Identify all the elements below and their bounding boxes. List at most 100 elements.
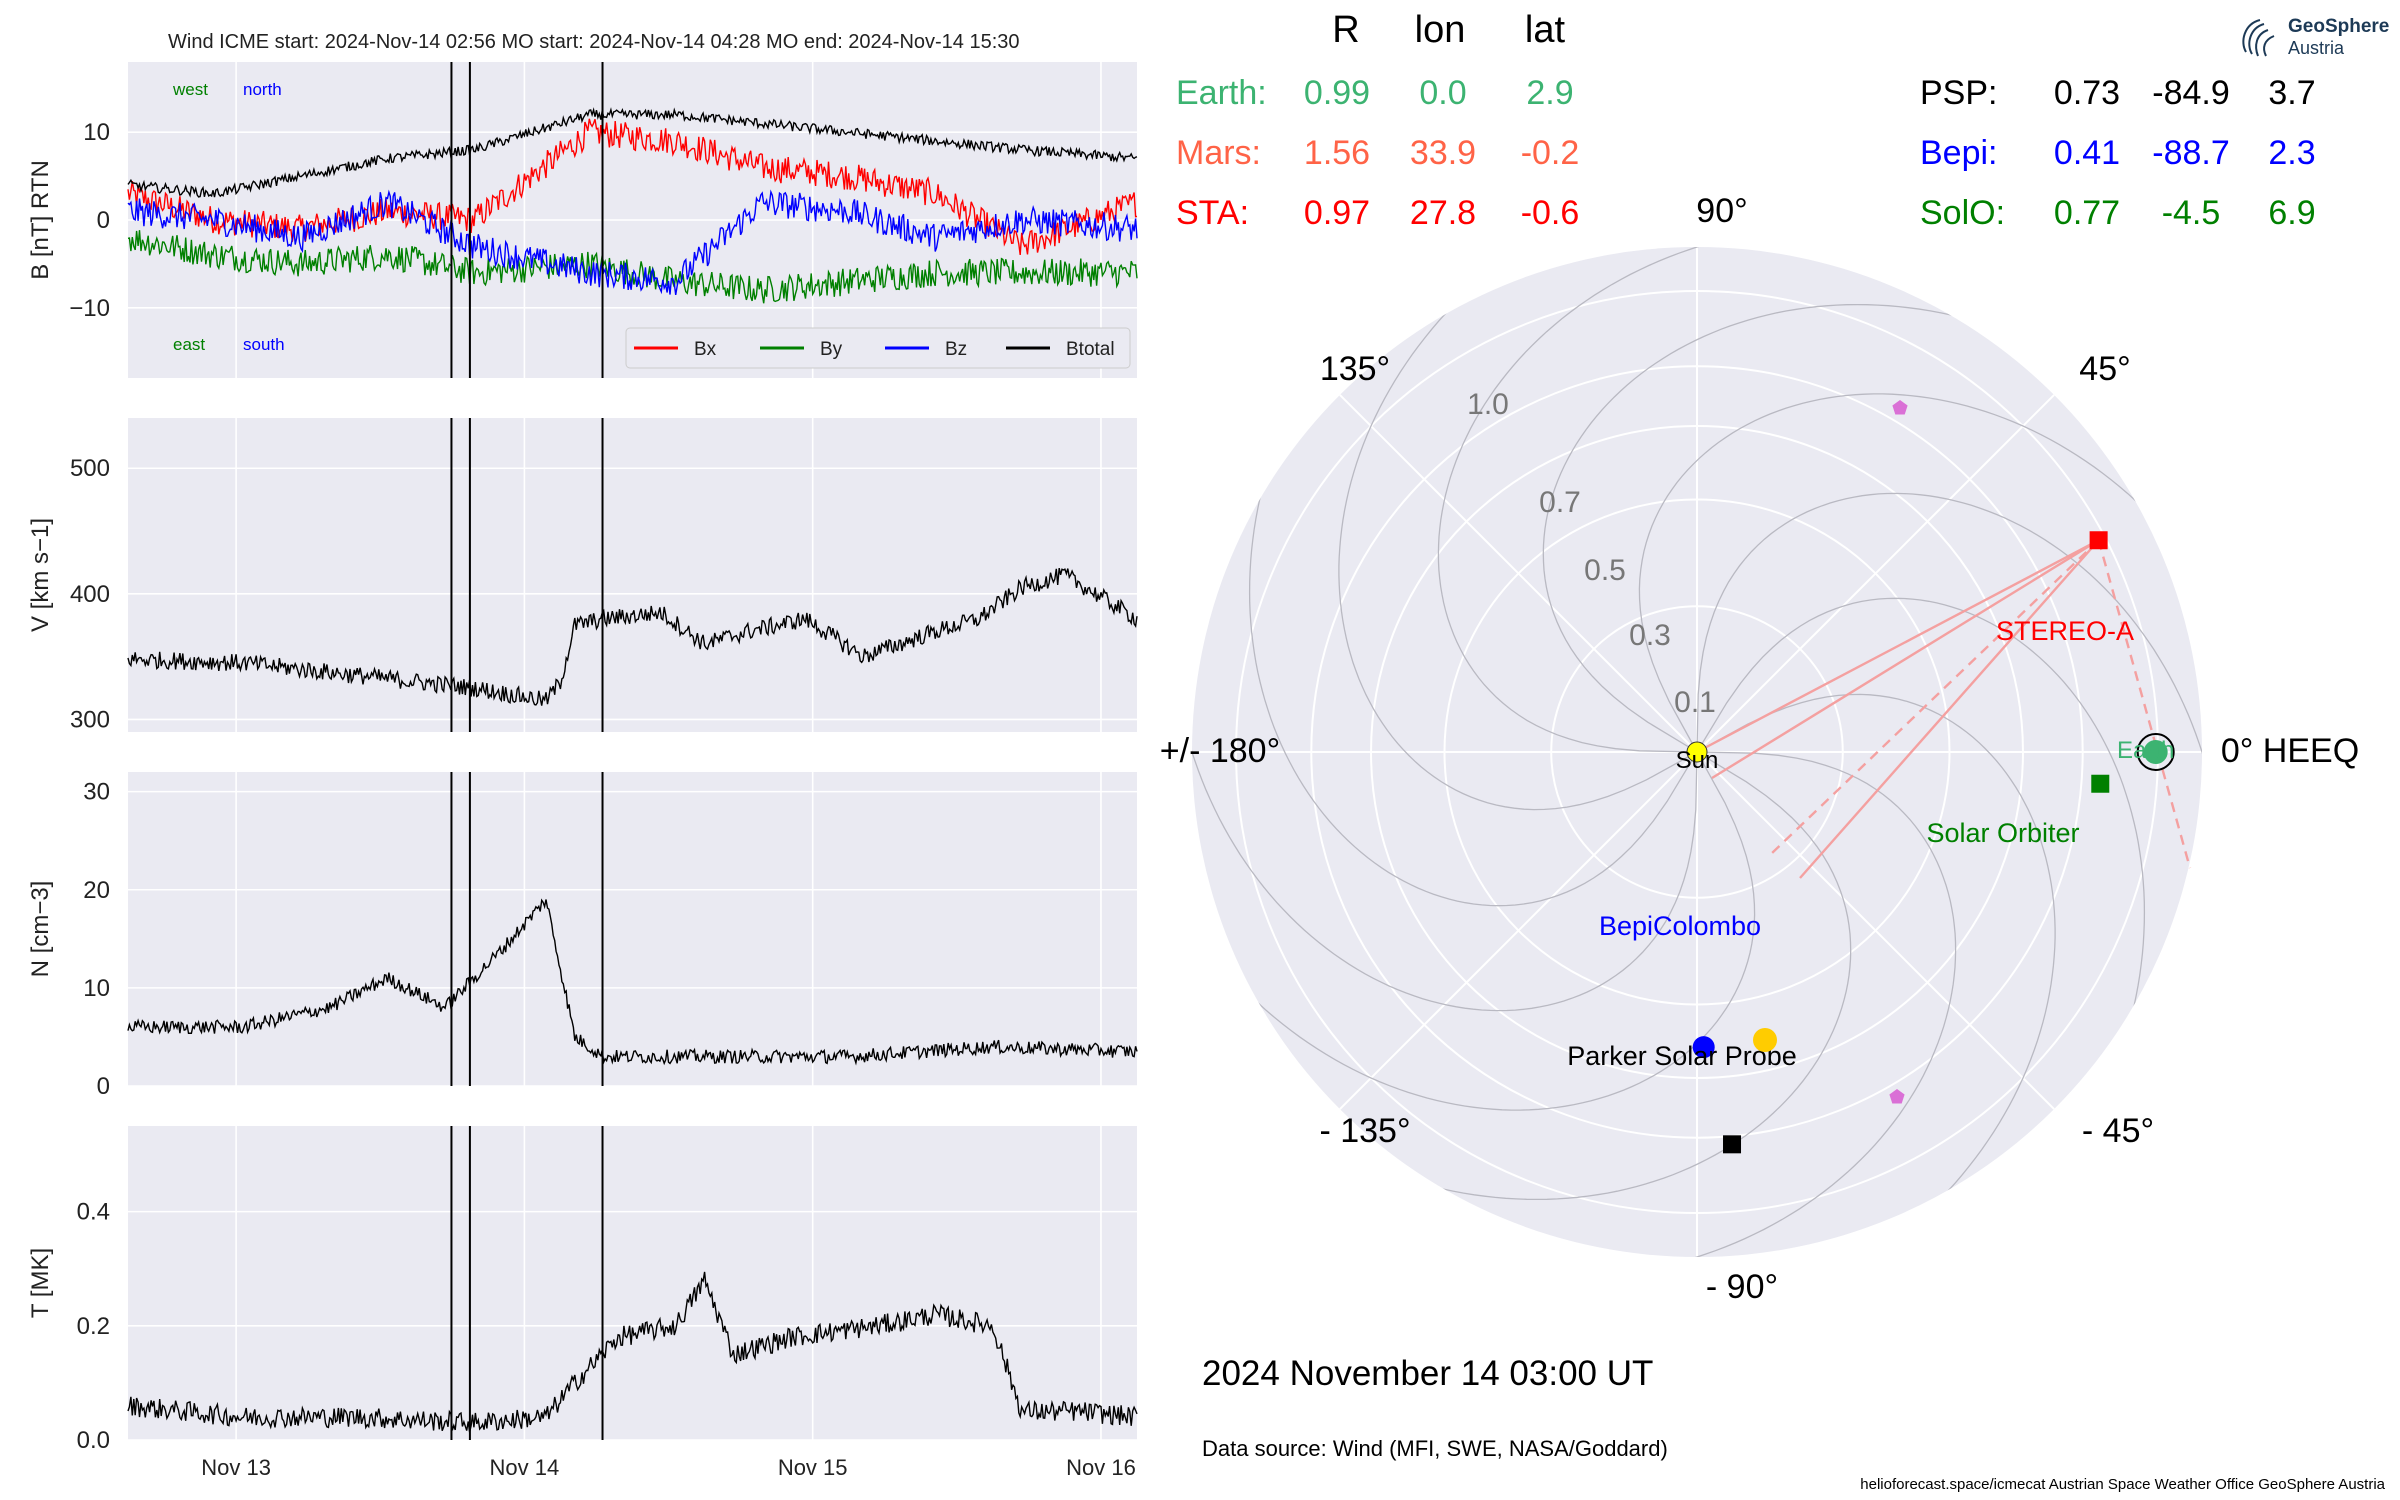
y-tick-label: 20: [83, 877, 110, 904]
y-tick-label: 300: [70, 706, 110, 733]
corner-label-north: north: [243, 80, 282, 99]
panel-background: [128, 1126, 1137, 1440]
table-header-lon: lon: [1415, 9, 1466, 51]
y-tick-label: 0.4: [77, 1199, 110, 1226]
logo-line1: GeoSphere: [2288, 16, 2390, 37]
legend-box: [625, 327, 1131, 369]
panel-V: 500 400 300 V [km s−1]: [27, 418, 1138, 733]
table-header-lat: lat: [1525, 9, 1566, 51]
radial-tick-label: 0.3: [1629, 619, 1671, 652]
angular-spoke: [1339, 394, 1698, 753]
date-label: 2024 November 14 03:00 UT: [1202, 1354, 1653, 1393]
table-cell-lon: -4.5: [2162, 194, 2221, 232]
table-cell-r: 0.99: [1304, 74, 1370, 112]
fov-line: [1696, 539, 2100, 754]
fov-line: [1711, 539, 2100, 780]
series-line-T: [127, 1271, 1138, 1433]
angle-label: 45°: [2079, 350, 2130, 388]
series-line-By: [127, 230, 1138, 304]
radial-tick-label: 0.1: [1674, 686, 1716, 719]
body-marker-bepicolombo: [1692, 1036, 1715, 1059]
body-marker-sun: [1686, 741, 1708, 763]
series-line-N: [127, 898, 1138, 1066]
spiral-line: [1663, 751, 1957, 1257]
panel-T: 0.4 0.2 0.0 T [MK] Nov 13 Nov 14 Nov 15 Nov 16: [27, 1126, 1138, 1480]
spiral-line: [1192, 718, 1698, 1012]
angular-spoke: [1696, 394, 2055, 753]
radial-tick-label: 0.7: [1539, 486, 1581, 519]
y-tick-label: 10: [83, 119, 110, 146]
panel-N: 30 20 10 0 N [cm−3]: [27, 772, 1138, 1100]
geosphere-logo: GeoSphere Austria: [2236, 12, 2396, 68]
panel-B: 10 0 −10 B [nT] RTN west north east south Bx By Bz…: [27, 62, 1138, 378]
table-cell-r: 0.73: [2054, 74, 2120, 112]
x-tick-label: Nov 16: [1066, 1455, 1136, 1480]
angle-label: +/- 180°: [1160, 732, 1280, 770]
table-body-name: STA:: [1176, 194, 1249, 232]
angle-label: - 135°: [1319, 1112, 1410, 1150]
spiral-line: [1248, 465, 1698, 907]
table-cell-lat: -0.2: [1521, 134, 1580, 172]
body-marker-solar-orbiter: [2091, 774, 2110, 793]
angle-label: 0° HEEQ: [2221, 732, 2359, 770]
table-body-name: Mars:: [1176, 134, 1261, 172]
table-body-name: SolO:: [1920, 194, 2005, 232]
y-tick-label: 400: [70, 581, 110, 608]
y-axis-label: T [MK]: [27, 1248, 54, 1318]
corner-label-south: south: [243, 335, 285, 354]
x-tick-label: Nov 15: [778, 1455, 848, 1480]
table-header-r: R: [1332, 9, 1359, 51]
legend: Bx By Bz Btotal: [625, 327, 1131, 369]
body-marker-earth: [2143, 740, 2168, 764]
series-line-Bz: [127, 189, 1138, 296]
planet-marker-venus: [1753, 1028, 1777, 1052]
spiral-line: [1696, 693, 2056, 1215]
table-cell-r: 1.56: [1304, 134, 1370, 172]
time-series-panels: 10 0 −10 B [nT] RTN west north east south Bx By Bz…: [27, 62, 1138, 1480]
spiral-line: [1696, 492, 2202, 786]
corner-label-east: east: [173, 335, 205, 354]
spiral-line: [1542, 303, 1984, 753]
body-marker-stereo-a: [2089, 531, 2108, 550]
corner-label-west: west: [172, 80, 208, 99]
y-tick-label: 0: [97, 207, 110, 234]
body-label-bepicolombo: BepiColombo: [1599, 911, 1761, 941]
y-tick-label: 0: [97, 1073, 110, 1100]
spiral-line: [1234, 751, 1756, 1111]
logo-line2: Austria: [2288, 38, 2345, 58]
table-body-name: Earth:: [1176, 74, 1267, 112]
credits-label: helioforecast.space/icmecat Austrian Spa…: [1860, 1476, 2385, 1493]
table-cell-lon: 33.9: [1410, 134, 1476, 172]
table-cell-lon: -88.7: [2152, 134, 2230, 172]
planet-marker-pentagon: [1892, 400, 1908, 415]
legend-label: Bz: [945, 339, 967, 360]
angle-label: 135°: [1320, 350, 1390, 388]
table-cell-lon: -84.9: [2152, 74, 2230, 112]
stereo-a-fov-lines: [1696, 539, 2192, 879]
spiral-line: [1696, 597, 2146, 1039]
series-line-V: [127, 567, 1138, 706]
legend-label: Bx: [694, 339, 717, 360]
body-label-stereo-a: STEREO-A: [1996, 616, 2134, 646]
y-tick-label: 0.2: [77, 1313, 110, 1340]
body-label-sun: Sun: [1676, 747, 1719, 774]
table-cell-lon: 0.0: [1419, 74, 1466, 112]
spiral-line: [1437, 247, 1731, 753]
angle-label: 90°: [1696, 192, 1747, 230]
y-tick-label: 30: [83, 779, 110, 806]
y-axis-label: B [nT] RTN: [27, 160, 54, 280]
logo-icon: [2242, 19, 2275, 57]
fov-line: [1769, 539, 2100, 856]
table-cell-r: 0.97: [1304, 194, 1370, 232]
y-tick-label: 0.0: [77, 1427, 110, 1454]
y-tick-label: 10: [83, 975, 110, 1002]
angular-spoke: [1696, 751, 2055, 1110]
y-axis-label: N [cm−3]: [27, 881, 54, 978]
planet-marker-pentagon: [1889, 1089, 1905, 1104]
figure-title: Wind ICME start: 2024-Nov-14 02:56 MO st…: [168, 31, 1020, 53]
y-tick-label: 500: [70, 455, 110, 482]
spiral-line: [1638, 393, 2160, 753]
y-axis-label: V [km s−1]: [27, 518, 54, 632]
y-tick-label: −10: [69, 295, 110, 322]
